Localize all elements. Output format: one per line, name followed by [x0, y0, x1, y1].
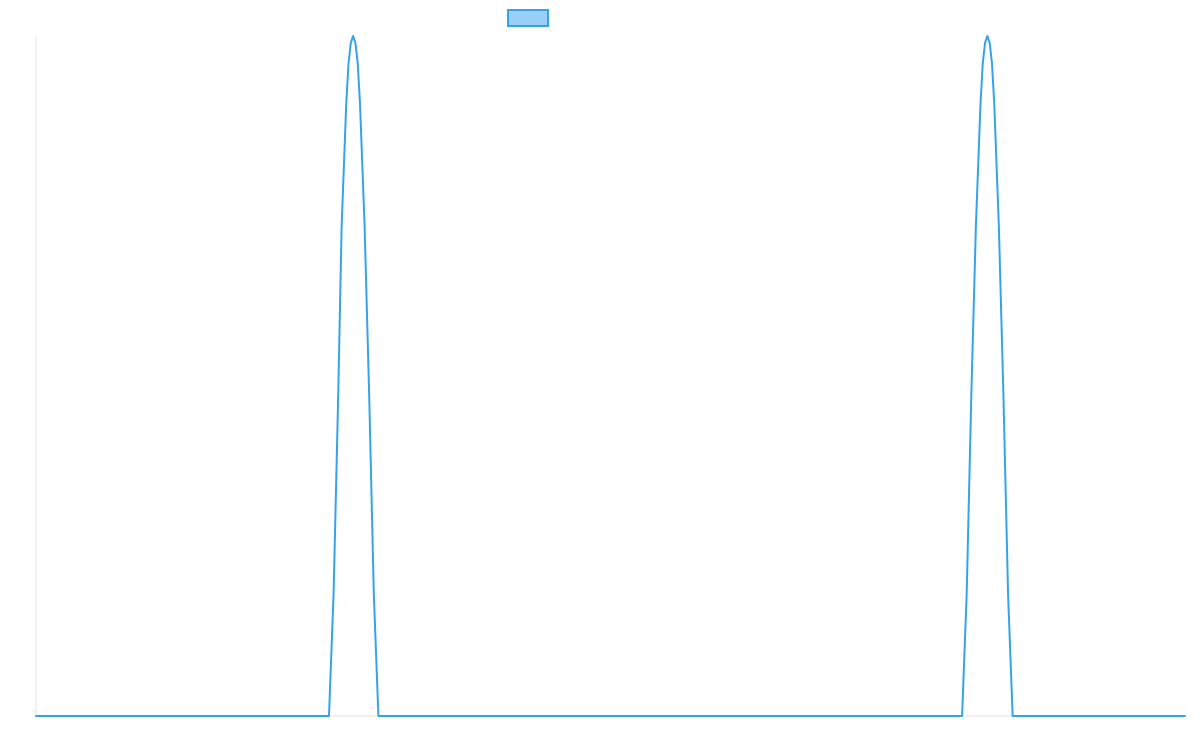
- legend-swatch-0[interactable]: [507, 9, 549, 27]
- series-group: [35, 35, 1186, 717]
- axes: [35, 36, 1185, 717]
- series-line-0: [35, 35, 1186, 717]
- legend: [507, 9, 549, 27]
